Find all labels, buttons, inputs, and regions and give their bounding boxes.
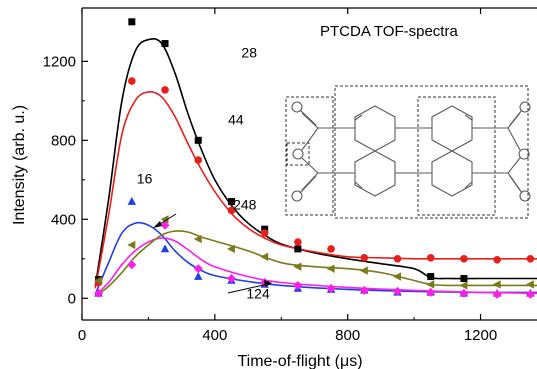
data-point-44 xyxy=(161,86,169,94)
data-point-44 xyxy=(227,206,236,215)
data-point-44 xyxy=(294,238,302,246)
series-label-248: 248 xyxy=(233,196,257,212)
fit-curve-248 xyxy=(94,230,537,297)
oxygen-atom-box xyxy=(286,142,310,166)
data-point-28 xyxy=(227,198,235,206)
y-tick-label: 0 xyxy=(68,290,76,307)
data-point-248 xyxy=(160,215,169,224)
data-point-28 xyxy=(128,18,136,26)
data-point-44 xyxy=(194,156,203,164)
left-naphthalene-rings xyxy=(354,105,396,197)
arrow-248-head xyxy=(153,221,162,228)
x-tick-label: 0 xyxy=(78,327,86,344)
data-point-16 xyxy=(194,272,203,280)
data-point-44 xyxy=(327,245,335,253)
arrow-124-head xyxy=(264,280,272,287)
data-point-44 xyxy=(460,254,468,263)
data-point-248 xyxy=(426,280,435,289)
y-axis-title: Intensity (arb. u.) xyxy=(11,105,28,225)
data-point-248 xyxy=(127,240,136,250)
data-point-124 xyxy=(426,287,436,297)
data-point-124 xyxy=(326,283,336,293)
data-point-44 xyxy=(128,77,136,85)
ptcda-molecule-illustration xyxy=(285,85,531,219)
arrow-124 xyxy=(227,283,269,294)
label-arrows xyxy=(153,213,272,294)
data-point-124 xyxy=(293,280,303,290)
data-point-124 xyxy=(393,286,403,296)
data-point-248 xyxy=(393,272,402,281)
data-point-248 xyxy=(94,276,103,285)
data-point-44 xyxy=(526,254,535,263)
fit-curve-124 xyxy=(94,237,537,296)
data-point-124 xyxy=(226,274,236,284)
data-point-248 xyxy=(359,266,368,275)
data-point-16 xyxy=(127,197,137,205)
data-point-44 xyxy=(393,254,402,263)
x-tick-label: 1200 xyxy=(464,327,497,344)
data-points xyxy=(94,18,535,299)
perylene-core-box xyxy=(334,85,529,219)
data-point-124 xyxy=(459,288,469,298)
data-point-248 xyxy=(293,262,302,271)
fit-curve-44 xyxy=(94,90,537,289)
x-tick-label: 800 xyxy=(335,327,360,344)
y-tick-label: 800 xyxy=(51,132,76,149)
data-point-248 xyxy=(260,252,269,262)
data-point-124 xyxy=(525,289,535,299)
data-point-248 xyxy=(459,281,468,290)
data-point-124 xyxy=(193,264,203,274)
anhydride-group-box-left xyxy=(285,96,334,216)
data-point-44 xyxy=(493,255,501,264)
y-tick-label: 1200 xyxy=(43,53,76,70)
x-tick-label: 400 xyxy=(202,327,227,344)
data-point-248 xyxy=(492,280,501,289)
data-point-248 xyxy=(525,280,534,289)
series-labels: 28 44 16 248 124 xyxy=(137,44,270,301)
y-axis-ticks: 0 400 800 1200 xyxy=(43,53,88,307)
data-point-28 xyxy=(294,245,302,253)
y-tick-label: 400 xyxy=(51,211,76,228)
data-point-124 xyxy=(492,289,502,299)
data-point-28 xyxy=(427,273,435,281)
data-point-248 xyxy=(226,244,235,254)
series-label-44: 44 xyxy=(228,112,244,128)
plot-frame xyxy=(81,7,537,321)
series-label-124: 124 xyxy=(246,285,270,301)
chart-title: PTCDA TOF-spectra xyxy=(320,23,458,40)
data-point-44 xyxy=(260,229,269,237)
naphthalene-unit-box xyxy=(417,96,496,216)
data-point-16 xyxy=(160,244,170,253)
data-point-124 xyxy=(127,260,137,270)
series-label-28: 28 xyxy=(241,44,257,60)
right-anhydride xyxy=(472,101,531,202)
data-point-124 xyxy=(94,288,104,298)
data-point-28 xyxy=(194,136,202,144)
x-axis-ticks: 0 400 800 1200 xyxy=(78,8,497,344)
left-anhydride xyxy=(291,101,355,202)
right-naphthalene-rings xyxy=(431,105,473,197)
data-point-28 xyxy=(460,275,468,283)
data-point-28 xyxy=(161,40,169,48)
x-axis-title: Time-of-flight (μs) xyxy=(237,353,362,369)
fit-curves xyxy=(94,37,537,297)
data-point-248 xyxy=(326,264,335,273)
data-point-44 xyxy=(360,253,369,262)
data-point-124 xyxy=(359,285,369,295)
data-point-248 xyxy=(193,234,202,244)
bridging-bonds xyxy=(395,127,432,174)
fit-curve-28 xyxy=(94,37,537,287)
data-point-28 xyxy=(261,225,269,233)
data-point-124 xyxy=(160,220,170,230)
series-label-16: 16 xyxy=(137,171,153,187)
data-point-44 xyxy=(426,253,435,262)
